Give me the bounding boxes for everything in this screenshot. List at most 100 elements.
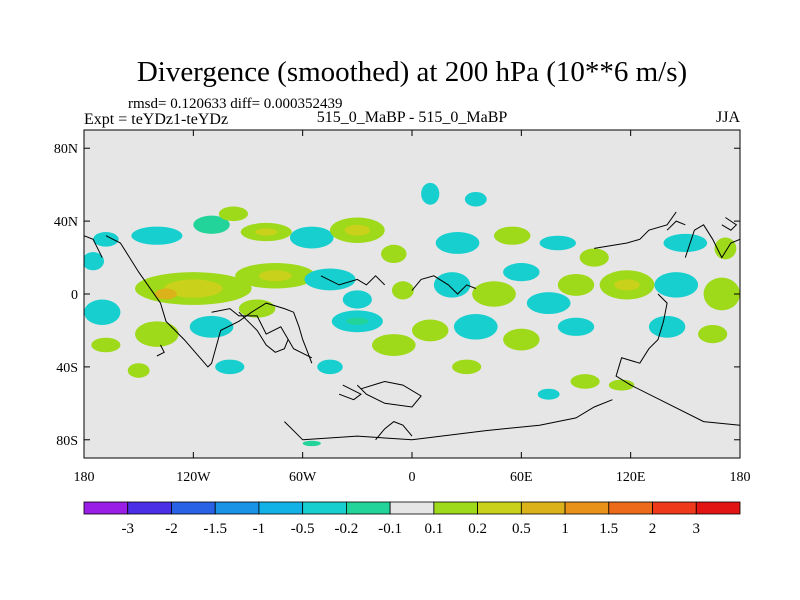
colorbar-swatch-4 — [258, 501, 304, 515]
x-tick-label-6: 180 — [730, 470, 751, 485]
colorbar-label-4: -0.5 — [291, 521, 315, 537]
colorbar: -3 -2 -1.5 -1 -0.5 -0.2 -0.1 0.1 0.2 0.5 1 1.5 2 3 — [83, 501, 741, 537]
contour-blob-36 — [84, 299, 121, 325]
contour-blob-28 — [472, 281, 516, 307]
y-tick-label-1: 40N — [54, 215, 78, 230]
x-tick-label-3: 0 — [409, 470, 416, 485]
contour-blob-42 — [371, 334, 416, 356]
colorbar-swatch-1 — [127, 501, 172, 515]
contour-blob-48 — [698, 324, 728, 344]
coastline-segment-14 — [666, 220, 686, 231]
coastline-segment-2 — [356, 380, 422, 408]
colorbar-swatch-10 — [520, 501, 566, 515]
contour-blob-55 — [608, 379, 635, 391]
colorbar-label-6: -0.1 — [378, 521, 402, 537]
coastline-segment-9 — [302, 399, 613, 441]
y-tick-label-4: 80S — [56, 434, 78, 449]
contour-blob-15 — [579, 248, 609, 267]
x-tick-label-5: 120E — [616, 470, 646, 485]
contour-blob-47 — [648, 315, 686, 338]
colorbar-label-7: 0.1 — [424, 521, 443, 537]
contour-blob-1 — [131, 226, 183, 245]
contour-blob-53 — [452, 359, 482, 375]
coastline-segment-11 — [238, 311, 289, 353]
contour-blob-27 — [433, 272, 471, 298]
contour-blob-57 — [302, 440, 321, 447]
colorbar-label-0: -3 — [121, 521, 134, 537]
colorbar-swatch-14 — [695, 501, 741, 515]
colorbar-swatch-3 — [214, 501, 260, 515]
colorbar-swatch-8 — [433, 501, 479, 515]
colorbar-swatch-13 — [652, 501, 697, 515]
contour-blob-56 — [537, 388, 560, 400]
contour-blob-29 — [503, 263, 540, 282]
contour-blob-37 — [135, 321, 179, 347]
coastline-segment-13 — [375, 421, 413, 441]
colorbar-label-13: 3 — [693, 521, 701, 537]
colorbar-swatch-5 — [302, 501, 347, 515]
colorbar-swatch-9 — [477, 501, 522, 515]
colorbar-label-12: 2 — [649, 521, 657, 537]
colorbar-label-10: 1 — [561, 521, 569, 537]
contour-blob-43 — [412, 319, 449, 342]
contour-blob-52 — [317, 359, 343, 375]
x-tick-label-2: 60W — [289, 470, 317, 485]
colorbar-label-5: -0.2 — [335, 521, 359, 537]
coastline-segment-1 — [211, 308, 313, 359]
contour-blob-12 — [435, 232, 480, 254]
chart-title: Divergence (smoothed) at 200 hPa (10**6 … — [137, 56, 687, 88]
colorbar-label-2: -1.5 — [203, 521, 227, 537]
contour-fill-layer — [84, 182, 740, 447]
contour-blob-10 — [421, 182, 440, 205]
contour-blob-24 — [304, 268, 356, 291]
contour-blob-6 — [289, 226, 334, 249]
contour-blob-35 — [703, 277, 740, 311]
contour-blob-25 — [342, 290, 372, 309]
colorbar-swatch-2 — [171, 501, 216, 515]
season-label: JJA — [716, 109, 740, 126]
contour-blob-14 — [539, 235, 576, 251]
contour-blob-9 — [381, 244, 407, 264]
contour-blob-33 — [614, 279, 640, 291]
coastline-segment-10 — [284, 421, 304, 441]
contour-blob-5 — [255, 228, 278, 236]
x-tick-label-4: 60E — [510, 470, 533, 485]
contour-blob-51 — [127, 363, 150, 378]
contour-blob-30 — [526, 292, 571, 315]
colorbar-swatch-11 — [564, 501, 610, 515]
coastline-segment-6 — [684, 224, 740, 259]
contour-blob-16 — [663, 233, 708, 253]
coastline-segment-16 — [156, 344, 165, 357]
coastline-segment-3 — [320, 275, 386, 286]
coastline-segment-8 — [615, 293, 740, 426]
coastline-segment-5 — [594, 211, 677, 249]
coastline-segment-15 — [721, 217, 738, 231]
x-tick-label-0: 180 — [74, 470, 95, 485]
contour-blob-34 — [654, 272, 699, 298]
coastline-segment-4 — [411, 275, 476, 295]
contour-blob-50 — [215, 359, 245, 375]
y-tick-label-0: 80N — [54, 142, 78, 157]
colorbar-swatch-6 — [345, 501, 391, 515]
coastline-layer — [84, 211, 740, 441]
contour-blob-2 — [193, 215, 230, 234]
contour-blob-23 — [258, 270, 292, 282]
colorbar-label-9: 0.5 — [512, 521, 531, 537]
colorbar-label-11: 1.5 — [599, 521, 618, 537]
y-tick-label-2: 0 — [71, 288, 78, 303]
contour-blob-0 — [93, 232, 119, 247]
coastline-segment-7 — [84, 235, 103, 258]
colorbar-swatch-7 — [389, 501, 435, 515]
coastline-segment-12 — [338, 384, 362, 401]
contour-blob-11 — [464, 191, 487, 207]
contour-blob-20 — [164, 279, 223, 298]
colorbar-swatch-0 — [83, 501, 129, 515]
colorbar-label-3: -1 — [253, 521, 266, 537]
colorbar-swatch-12 — [608, 501, 653, 515]
colorbar-label-8: 0.2 — [468, 521, 487, 537]
contour-blob-46 — [557, 317, 595, 336]
contour-blob-41 — [346, 317, 369, 325]
contour-blob-38 — [189, 315, 234, 338]
y-tick-label-3: 40S — [56, 361, 78, 376]
